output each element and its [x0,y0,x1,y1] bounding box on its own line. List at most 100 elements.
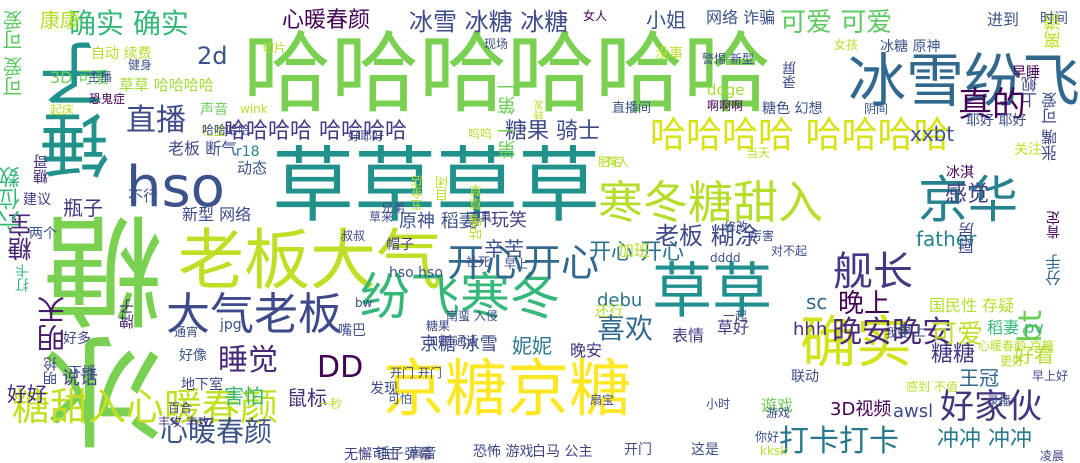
cloud-word: 小时 [706,397,731,411]
cloud-word: 叔叔 [341,229,366,243]
cloud-word: 加密 通话 [426,334,478,348]
cloud-word: 游戏 [766,406,791,420]
cloud-word: 开心 开心 [589,240,684,265]
cloud-word: doge [707,81,745,99]
cloud-word: 直播间 [612,101,652,116]
cloud-word: 康康 [40,8,80,32]
cloud-word: 这是 [691,442,719,458]
cloud-word: 礼盒 [201,124,226,138]
cloud-word: 草草草草 [272,139,601,234]
cloud-word: 糖糖 [931,342,976,367]
cloud-word: hso hso [389,265,443,281]
cloud-word: 阴间 [864,102,889,116]
cloud-word: bw [355,296,373,310]
cloud-word: 六位数 [0,166,24,232]
cloud-word: 更好 [1000,354,1025,368]
cloud-word: 小姐 [646,8,686,32]
cloud-word: hhh [793,319,828,340]
cloud-word: 鼠标 [287,386,327,410]
cloud-word: 开心开心 [447,241,600,285]
cloud-word: awsl [893,401,934,422]
cloud-word: 开门 [624,442,652,458]
cloud-word: 关注 [1014,142,1042,158]
cloud-word: xxbt [910,122,955,146]
cloud-word: 咕噜 草草 [470,184,485,241]
cloud-word: 起床 [50,103,75,117]
cloud-word: 老板 糊涂 [655,222,759,250]
cloud-word: 原神 稻妻 [399,211,477,232]
cloud-word: 哈哈哈哈哈哈 [243,22,772,125]
cloud-word: 晚安 [570,341,603,360]
cloud-word: 草好 [717,318,750,337]
cloud-word: 确实 确实 [68,7,189,40]
cloud-word: 晚安晚安 [832,315,952,350]
cloud-word: 好好 [7,382,47,406]
cloud-word: 还行 [595,304,623,320]
cloud-word: 恐鬼症 [89,92,126,106]
cloud-word: 老板大气 [178,222,442,299]
cloud-word: 厉害 [750,229,775,243]
cloud-word: 3D视频 [830,399,892,420]
cloud-word: 没事 [655,46,683,62]
cloud-word: 嘴巴 [338,323,366,339]
cloud-word: 张嘴 可爱 [1041,92,1060,162]
cloud-word: 可爱 可爱 [2,10,26,97]
cloud-word: 主播 [88,70,113,84]
cloud-word: hso [126,155,225,220]
cloud-word: 打卡 [15,264,31,292]
cloud-word: 录屏 [782,61,798,89]
cloud-word: 冰雪纷飞 [847,47,1080,115]
cloud-word: 冰淇 [946,165,974,181]
cloud-word: 声音 [200,102,228,118]
cloud-word: 糖色 幻想 [762,101,823,117]
cloud-word: 老板 断气 [168,139,238,158]
cloud-word: 可爱 可爱 [780,8,893,38]
cloud-word: 早上好 [1032,369,1069,383]
cloud-word: 啊啊啊 [707,99,744,113]
cloud-word: 无懈可击 弹幕 [344,447,433,463]
cloud-word: 耶好 耶好 [966,113,1027,129]
cloud-word: 王冠 [959,366,999,390]
cloud-word: 社死 [466,255,491,269]
cloud-word: 心暖春颜 京糖 [978,339,1054,353]
cloud-word: 百合 [168,401,193,415]
cloud-word: 确实 [800,311,912,376]
cloud-word: 好耶好 [348,129,385,143]
cloud-word: 可怕 [388,392,413,406]
cloud-word: 网络 诈骗 [706,8,776,27]
cloud-word: debu [597,290,643,311]
cloud-word: 冰雪 冰糖 冰糖 [409,8,569,36]
cloud-word: 开门 开门 [390,366,442,380]
cloud-word: 我要 [885,326,910,340]
cloud-word: 糖果 骑士 [505,119,600,144]
cloud-word: 牌子 [118,299,136,329]
cloud-word: 哈哈哈哈 哈哈哈哈 [224,119,407,144]
cloud-word: 进到 [987,10,1020,29]
cloud-word: 感到 不值 [906,380,958,394]
cloud-word: 五金店 [410,175,424,211]
cloud-word: 自动 续费 [91,46,152,62]
cloud-word: 通宵 [174,325,199,339]
cloud-word: 厨房 [958,222,977,254]
cloud-word: 南蛮 入侵 [446,309,498,323]
cloud-word: 遊戏 [761,396,794,415]
cloud-word: 草草 哈哈哈哈 [119,76,214,94]
cloud-word: 瓶子 [63,196,103,220]
cloud-word: 打卡打卡 [779,424,899,459]
cloud-word: 辛苦 [484,237,524,261]
cloud-word: 一秒 [318,397,343,411]
cloud-word: 2d [197,42,228,70]
cloud-word: 录播 [987,394,1012,408]
cloud-word: 草草 [652,257,772,327]
cloud-word: 草来 [369,210,394,224]
cloud-word: 京华 [918,171,1018,229]
cloud-word: 两个 [29,226,57,242]
cloud-word: 建议 [23,192,51,208]
cloud-word: 女孩 [834,38,859,52]
cloud-word: 肥宅 [598,155,623,169]
cloud-word: 丰攻 丰攻 [158,415,210,429]
cloud-word: dddd [710,251,741,265]
cloud-word: 感觉 [945,182,990,207]
cloud-word: 切片 [262,41,287,55]
